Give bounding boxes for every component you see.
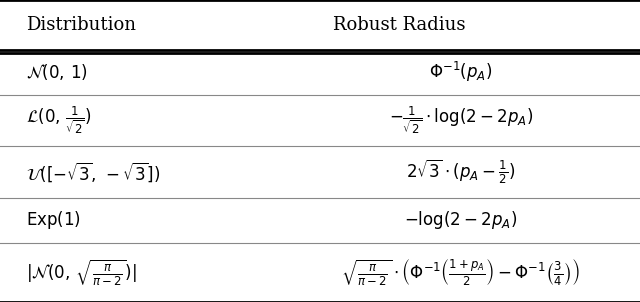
Text: Distribution: Distribution [26,16,136,34]
Text: $2\sqrt{3} \cdot (p_A - \frac{1}{2})$: $2\sqrt{3} \cdot (p_A - \frac{1}{2})$ [406,158,515,186]
Text: $\mathcal{U}([-\sqrt{3},\, -\sqrt{3}])$: $\mathcal{U}([-\sqrt{3},\, -\sqrt{3}])$ [26,160,160,184]
Text: $-\frac{1}{\sqrt{2}} \cdot \log(2 - 2p_A)$: $-\frac{1}{\sqrt{2}} \cdot \log(2 - 2p_A… [388,105,533,136]
Text: Robust Radius: Robust Radius [333,16,465,34]
Text: $\mathcal{L}(0,\, \frac{1}{\sqrt{2}})$: $\mathcal{L}(0,\, \frac{1}{\sqrt{2}})$ [26,105,92,136]
Text: $\mathrm{Exp}(1)$: $\mathrm{Exp}(1)$ [26,209,81,231]
Text: $\sqrt{\frac{\pi}{\pi-2}} \cdot \left(\Phi^{-1}\left(\frac{1+p_A}{2}\right) - \P: $\sqrt{\frac{\pi}{\pi-2}} \cdot \left(\P… [341,257,580,288]
Text: $\mathcal{N}(0,\, 1)$: $\mathcal{N}(0,\, 1)$ [26,63,88,82]
Text: $\Phi^{-1}(p_A)$: $\Phi^{-1}(p_A)$ [429,60,493,85]
Text: $|\mathcal{N}(0,\, \sqrt{\frac{\pi}{\pi-2}})|$: $|\mathcal{N}(0,\, \sqrt{\frac{\pi}{\pi-… [26,257,136,288]
Text: $-\log(2 - 2p_A)$: $-\log(2 - 2p_A)$ [404,209,518,231]
